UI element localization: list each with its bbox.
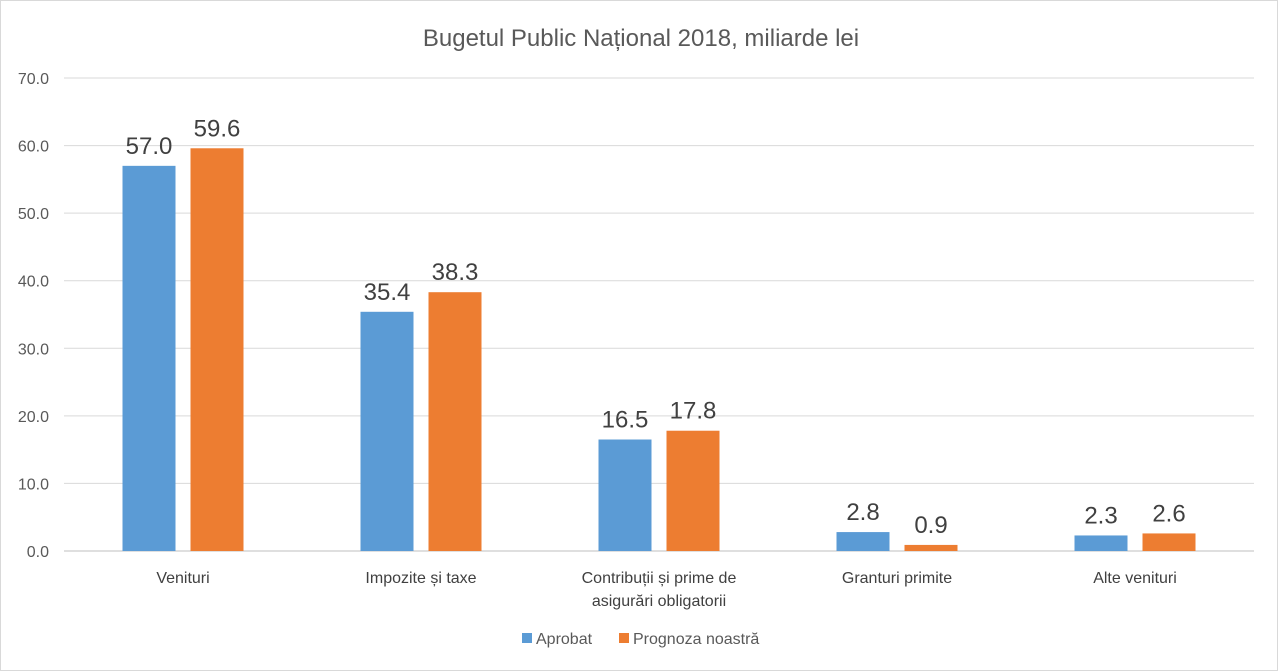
data-label: 35.4 xyxy=(364,279,411,306)
category-label: Contribuții și prime de xyxy=(582,570,737,587)
legend-label: Aprobat xyxy=(536,631,593,648)
y-tick-label: 70.0 xyxy=(18,71,49,88)
data-label: 57.0 xyxy=(126,133,173,160)
bar-aprobat xyxy=(1074,535,1128,551)
bar-aprobat xyxy=(360,311,414,551)
bar-aprobat xyxy=(598,439,652,551)
category-label: Impozite și taxe xyxy=(365,570,476,587)
data-label: 16.5 xyxy=(602,407,649,434)
bar-aprobat xyxy=(122,165,176,552)
y-tick-label: 50.0 xyxy=(18,206,49,223)
category-label: Venituri xyxy=(156,570,209,587)
data-label: 0.9 xyxy=(914,512,947,539)
data-label: 59.6 xyxy=(194,115,241,142)
bar-prognoza xyxy=(666,430,720,551)
bar-prognoza xyxy=(428,292,482,551)
data-label: 2.6 xyxy=(1152,500,1185,527)
category-label: Granturi primite xyxy=(842,570,952,587)
data-label: 17.8 xyxy=(670,398,717,425)
legend: Aprobat Prognoza noastră xyxy=(522,631,759,648)
y-tick-label: 60.0 xyxy=(18,139,49,156)
category-label: asigurări obligatorii xyxy=(592,593,726,610)
legend-label: Prognoza noastră xyxy=(633,631,759,648)
legend-swatch xyxy=(522,633,532,643)
chart-title: Bugetul Public Național 2018, miliarde l… xyxy=(423,25,859,52)
y-tick-label: 0.0 xyxy=(27,544,49,561)
bar-aprobat xyxy=(836,532,890,551)
bar-prognoza xyxy=(1142,533,1196,551)
bar-prognoza xyxy=(904,544,958,551)
data-label: 2.3 xyxy=(1084,502,1117,529)
y-axis-ticks: 0.0 10.0 20.0 30.0 40.0 50.0 60.0 70.0 xyxy=(18,71,49,561)
y-tick-label: 40.0 xyxy=(18,274,49,291)
gridlines xyxy=(64,77,1254,552)
category-label: Alte venituri xyxy=(1093,570,1177,587)
y-tick-label: 30.0 xyxy=(18,341,49,358)
bars xyxy=(122,148,1196,552)
data-label: 38.3 xyxy=(432,259,479,286)
legend-swatch xyxy=(619,633,629,643)
y-tick-label: 20.0 xyxy=(18,409,49,426)
data-label: 2.8 xyxy=(846,499,879,526)
data-labels: 57.0 59.6 35.4 38.3 16.5 17.8 2.8 0.9 2.3 2.6 xyxy=(126,115,1186,539)
bar-prognoza xyxy=(190,148,244,551)
y-tick-label: 10.0 xyxy=(18,476,49,493)
x-axis-categories: Venituri Impozite și taxe Contribuții și p… xyxy=(156,570,1176,610)
